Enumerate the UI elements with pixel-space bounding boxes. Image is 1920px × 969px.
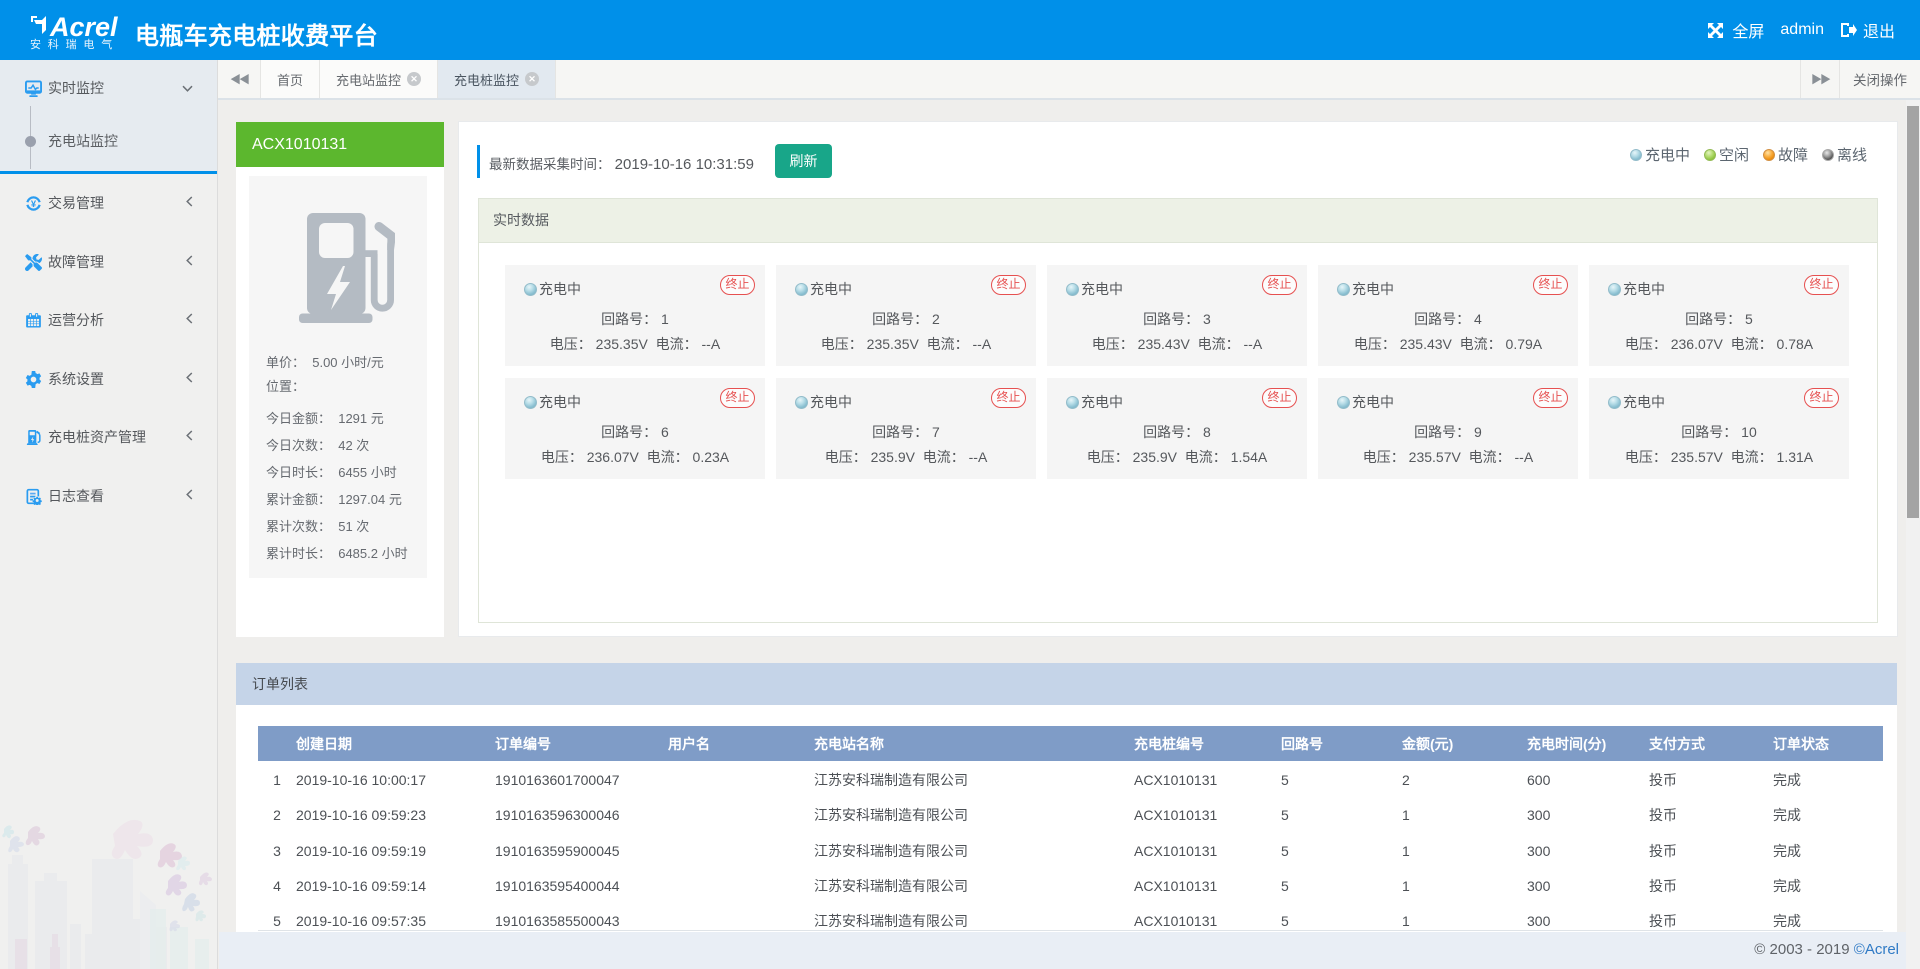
svg-text:¥: ¥ (31, 199, 37, 210)
